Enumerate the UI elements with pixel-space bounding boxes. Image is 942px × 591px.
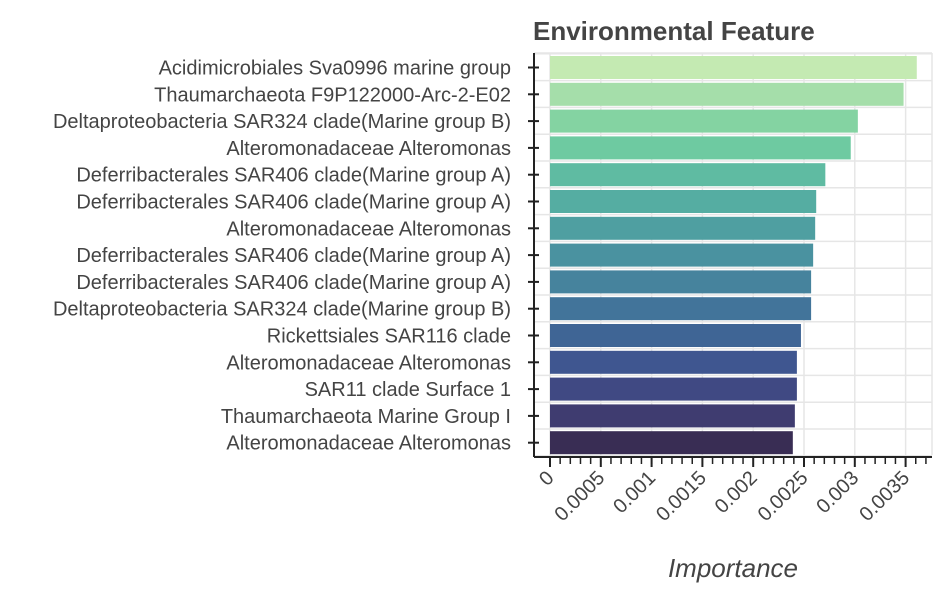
bar [550,350,797,374]
bar [550,190,817,213]
category-label: Thaumarchaeota F9P122000-Arc-2-E02 [154,84,511,106]
bar [550,243,814,267]
category-label: Alteromonadaceae Alteromonas [226,218,511,240]
category-label: Deferribacterales SAR406 clade(Marine gr… [76,245,511,267]
chart-title: Environmental Feature [533,16,815,46]
x-tick-label: 0 [535,467,558,490]
x-tick-label: 0.0025 [754,467,813,526]
bar [550,109,858,133]
bar [550,136,851,160]
category-label: Alteromonadaceae Alteromonas [226,433,511,455]
category-label: SAR11 clade Surface 1 [305,379,511,401]
bar [550,82,904,106]
bar [550,56,917,79]
axes [528,53,932,467]
x-tick-label: 0.0015 [652,467,711,526]
bar [550,404,795,428]
bar [550,377,797,401]
category-label: Alteromonadaceae Alteromonas [226,352,511,374]
category-label: Thaumarchaeota Marine Group I [221,406,511,428]
bar [550,163,826,187]
category-label: Deltaproteobacteria SAR324 clade(Marine … [53,111,511,133]
bar [550,431,793,455]
category-label: Deltaproteobacteria SAR324 clade(Marine … [53,299,511,321]
bar [550,216,816,240]
category-label: Deferribacterales SAR406 clade(Marine gr… [76,272,511,294]
category-labels: Acidimicrobiales Sva0996 marine group Tha… [53,58,511,455]
category-label: Alteromonadaceae Alteromonas [226,138,511,160]
category-label: Deferribacterales SAR406 clade(Marine gr… [76,192,511,214]
bars [550,56,917,455]
bar [550,270,812,294]
x-axis-title: Importance [668,553,798,583]
category-label: Rickettsiales SAR116 clade [267,326,511,348]
category-label: Deferribacterales SAR406 clade(Marine gr… [76,165,511,187]
x-tick-label: 0.0035 [855,467,914,526]
category-label: Acidimicrobiales Sva0996 marine group [159,58,511,80]
x-tick-label: 0.0005 [551,467,610,526]
bar [550,297,812,321]
bar [550,324,801,347]
